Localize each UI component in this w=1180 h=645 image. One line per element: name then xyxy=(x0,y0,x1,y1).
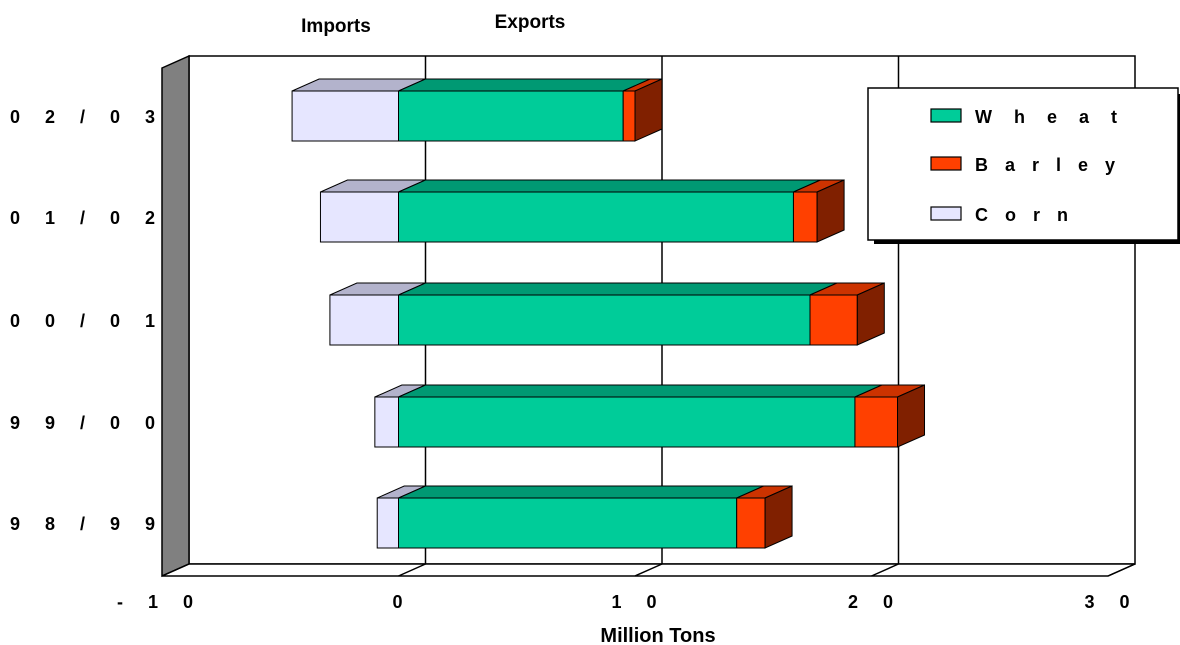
bar-barley xyxy=(809,294,858,346)
bar-top-wheat xyxy=(398,384,883,398)
category-label: 0 0 / 0 1 xyxy=(10,311,165,331)
floor-gridline xyxy=(1107,563,1136,577)
floor-gridline xyxy=(634,563,663,577)
category-label: 0 2 / 0 3 xyxy=(10,107,165,127)
bar-top-wheat xyxy=(398,179,821,193)
x-tick-label: 1 0 xyxy=(611,592,666,612)
x-tick-labels: - 1 0 0 1 0 2 0 3 0 xyxy=(117,592,1139,612)
bar-wheat xyxy=(398,90,624,142)
legend-label-wheat: Wheat xyxy=(975,107,1139,127)
bar-wheat xyxy=(398,191,794,243)
floor-gridline xyxy=(871,563,899,577)
legend-box xyxy=(867,87,1179,241)
bar-side-barley xyxy=(856,282,885,346)
category-label: 9 8 / 9 9 xyxy=(10,514,165,534)
bar-barley xyxy=(622,90,636,142)
bar-top-wheat xyxy=(398,282,838,296)
legend-swatch-barley xyxy=(930,156,962,171)
bar-wheat xyxy=(398,294,811,346)
bar-side-barley xyxy=(764,485,793,549)
bar-corn xyxy=(376,497,399,549)
category-label: 9 9 / 0 0 xyxy=(10,413,165,433)
bars xyxy=(291,78,926,549)
legend-swatch-wheat xyxy=(930,108,962,123)
bar-side-barley xyxy=(634,78,663,142)
bar-side-barley xyxy=(897,384,926,448)
x-tick-label: - 1 0 xyxy=(117,592,203,612)
bar-corn xyxy=(291,90,400,142)
bar-top-wheat xyxy=(398,78,651,92)
floor-gridline xyxy=(398,563,426,577)
x-tick-label: 0 xyxy=(392,592,412,612)
bar-corn xyxy=(374,396,400,448)
bar-barley xyxy=(854,396,899,448)
bar-barley xyxy=(792,191,818,243)
side-wall xyxy=(161,54,190,578)
x-tick-label: 2 0 xyxy=(848,592,903,612)
annotation-exports: Exports xyxy=(495,12,566,33)
x-axis-title: Million Tons xyxy=(600,625,715,645)
category-label: 0 1 / 0 2 xyxy=(10,208,165,228)
bar-wheat xyxy=(398,396,856,448)
legend-swatch-corn xyxy=(930,206,962,221)
bar-wheat xyxy=(398,497,738,549)
category-labels: 9 8 / 9 9 9 9 / 0 0 0 0 / 0 1 0 1 / 0 2 0 2 … xyxy=(10,107,165,534)
legend-label-corn: Corn xyxy=(975,205,1085,225)
bar-barley xyxy=(736,497,766,549)
legend-label-barley: Barley xyxy=(975,155,1132,175)
bar-top-wheat xyxy=(398,485,764,499)
bar-corn xyxy=(319,191,399,243)
annotation-imports: Imports xyxy=(301,16,371,37)
x-tick-label: 3 0 xyxy=(1084,592,1139,612)
bar-side-barley xyxy=(816,179,845,243)
floor-gridline xyxy=(161,563,190,577)
bar-corn xyxy=(329,294,400,346)
legend: Wheat Barley Corn xyxy=(867,87,1180,244)
